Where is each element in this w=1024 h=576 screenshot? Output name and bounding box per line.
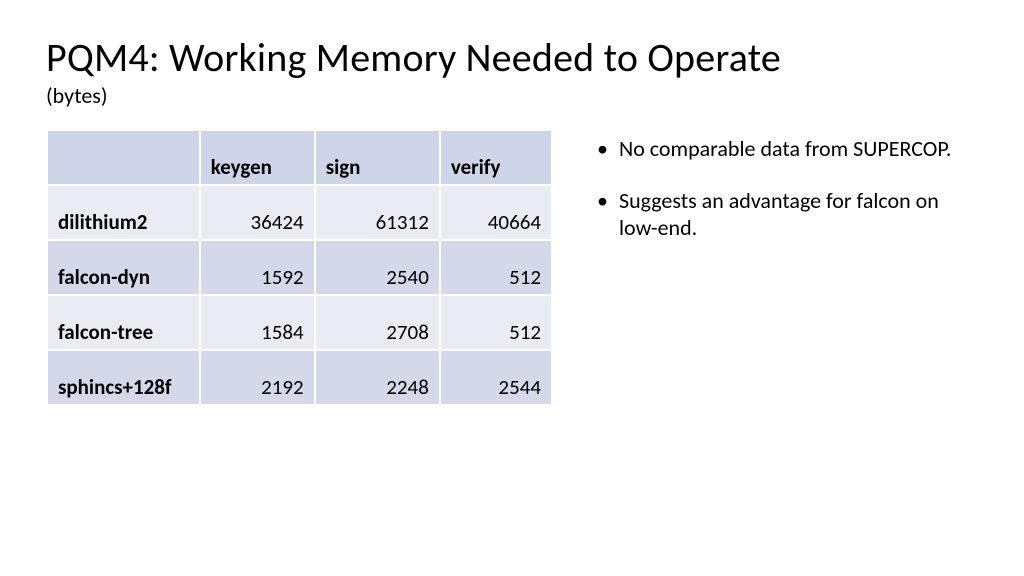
row-header-dilithium2: dilithium2 — [48, 186, 199, 239]
bullet-item: Suggests an advantage for falcon on low-… — [593, 187, 968, 242]
table-row: dilithium2364246131240664 — [48, 186, 551, 239]
cell-value: 512 — [441, 296, 551, 349]
column-header-keygen: keygen — [201, 131, 314, 184]
cell-value: 61312 — [316, 186, 439, 239]
cell-value: 1592 — [201, 241, 314, 294]
column-header-verify: verify — [441, 131, 551, 184]
page-title: PQM4: Working Memory Needed to Operate — [46, 36, 978, 80]
page-subtitle: (bytes) — [46, 82, 978, 109]
cell-value: 2708 — [316, 296, 439, 349]
cell-value: 1584 — [201, 296, 314, 349]
cell-value: 2192 — [201, 351, 314, 404]
table-row: falcon-dyn15922540512 — [48, 241, 551, 294]
cell-value: 2540 — [316, 241, 439, 294]
table-row: falcon-tree15842708512 — [48, 296, 551, 349]
cell-value: 2248 — [316, 351, 439, 404]
table-row: sphincs+128f219222482544 — [48, 351, 551, 404]
bullet-item: No comparable data from SUPERCOP. — [593, 135, 968, 163]
bullet-list: No comparable data from SUPERCOP. Suggest… — [593, 129, 978, 266]
cell-value: 40664 — [441, 186, 551, 239]
slide: PQM4: Working Memory Needed to Operate (… — [0, 0, 1024, 576]
table-corner — [48, 131, 199, 184]
row-header-sphincs+128f: sphincs+128f — [48, 351, 199, 404]
cell-value: 36424 — [201, 186, 314, 239]
cell-value: 2544 — [441, 351, 551, 404]
row-header-falcon-dyn: falcon-dyn — [48, 241, 199, 294]
row-header-falcon-tree: falcon-tree — [48, 296, 199, 349]
content-row: keygensignverifydilithium236424613124066… — [46, 129, 978, 406]
cell-value: 512 — [441, 241, 551, 294]
column-header-sign: sign — [316, 131, 439, 184]
memory-table: keygensignverifydilithium236424613124066… — [46, 129, 553, 406]
